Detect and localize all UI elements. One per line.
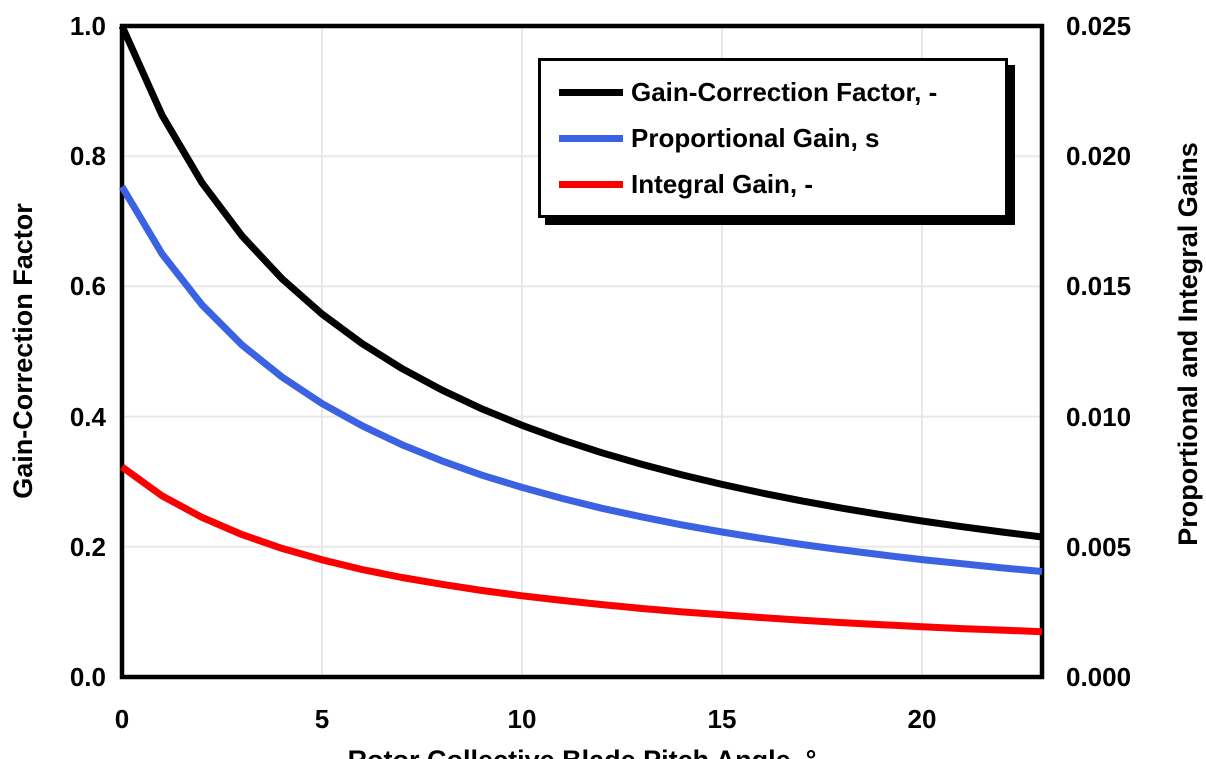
x-axis-tick-label: 10 (507, 704, 537, 734)
y-axis-right-tick-label: 0.010 (1066, 401, 1132, 432)
y-axis-left-title: Gain-Correction Factor (8, 203, 38, 499)
y-axis-right-tick-label: 0.000 (1066, 662, 1132, 692)
legend-label: Gain-Correction Factor, - (631, 77, 938, 107)
y-axis-left-tick-label: 0.8 (69, 141, 106, 172)
legend-line-blue-icon (559, 134, 623, 142)
legend-item-integral-gain: Integral Gain, - (559, 169, 1005, 199)
x-axis-tick-label: 20 (907, 704, 937, 734)
x-axis-title: Rotor Collective Blade Pitch Angle, ° (232, 744, 932, 759)
y-axis-right-title: Proportional and Integral Gains (1173, 142, 1203, 546)
x-axis-tick-label: 5 (314, 704, 330, 734)
y-axis-right-tick-label: 0.015 (1066, 271, 1132, 302)
y-axis-right-tick-label: 0.020 (1066, 141, 1132, 172)
legend-label: Integral Gain, - (631, 169, 814, 199)
curve-proportional-gain-s (118, 184, 1043, 575)
y-axis-right-tick-label: 0.005 (1066, 531, 1132, 562)
x-axis-tick-label: 0 (114, 704, 130, 734)
x-axis-tick-label: 15 (707, 704, 737, 734)
legend-line-red-icon (559, 180, 623, 188)
y-axis-left-tick-label: 0.4 (69, 401, 106, 432)
y-axis-left-tick-label: 1.0 (69, 11, 106, 41)
legend-line-black-icon (559, 88, 623, 96)
legend-item-gain-correction: Gain-Correction Factor, - (559, 77, 1005, 107)
y-axis-left-tick-label: 0.2 (69, 531, 106, 562)
curve-gain-correction-factor (118, 24, 1043, 541)
y-axis-left-tick-label: 0.6 (69, 271, 106, 302)
plot-border (119, 23, 1045, 680)
legend-label: Proportional Gain, s (631, 123, 880, 153)
y-axis-left-tick-label: 0.0 (69, 662, 106, 692)
y-axis-right-tick-label: 0.025 (1066, 11, 1132, 41)
legend: Gain-Correction Factor, - Proportional G… (538, 58, 1008, 218)
legend-item-proportional-gain: Proportional Gain, s (559, 123, 1005, 153)
curve-integral-gain (119, 464, 1043, 636)
